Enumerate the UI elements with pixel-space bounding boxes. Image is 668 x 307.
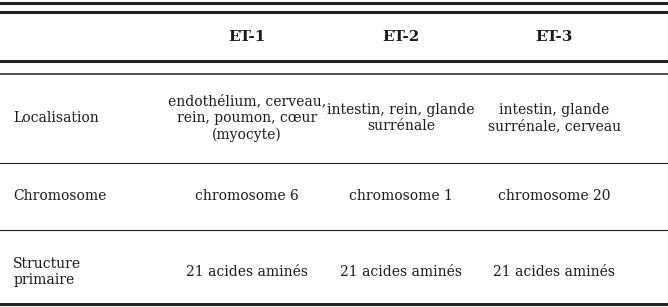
Text: Chromosome: Chromosome [13, 189, 107, 204]
Text: Localisation: Localisation [13, 111, 99, 125]
Text: endothélium, cerveau,
rein, poumon, cœur
(myocyte): endothélium, cerveau, rein, poumon, cœur… [168, 95, 326, 142]
Text: ET-3: ET-3 [536, 30, 573, 44]
Text: chromosome 1: chromosome 1 [349, 189, 453, 204]
Text: ET-1: ET-1 [228, 30, 266, 44]
Text: 21 acides aminés: 21 acides aminés [340, 265, 462, 279]
Text: 21 acides aminés: 21 acides aminés [186, 265, 308, 279]
Text: Structure
primaire: Structure primaire [13, 257, 81, 287]
Text: chromosome 6: chromosome 6 [195, 189, 299, 204]
Text: intestin, rein, glande
surrénale: intestin, rein, glande surrénale [327, 103, 474, 133]
Text: 21 acides aminés: 21 acides aminés [494, 265, 615, 279]
Text: intestin, glande
surrénale, cerveau: intestin, glande surrénale, cerveau [488, 103, 621, 133]
Text: ET-2: ET-2 [382, 30, 420, 44]
Text: chromosome 20: chromosome 20 [498, 189, 611, 204]
